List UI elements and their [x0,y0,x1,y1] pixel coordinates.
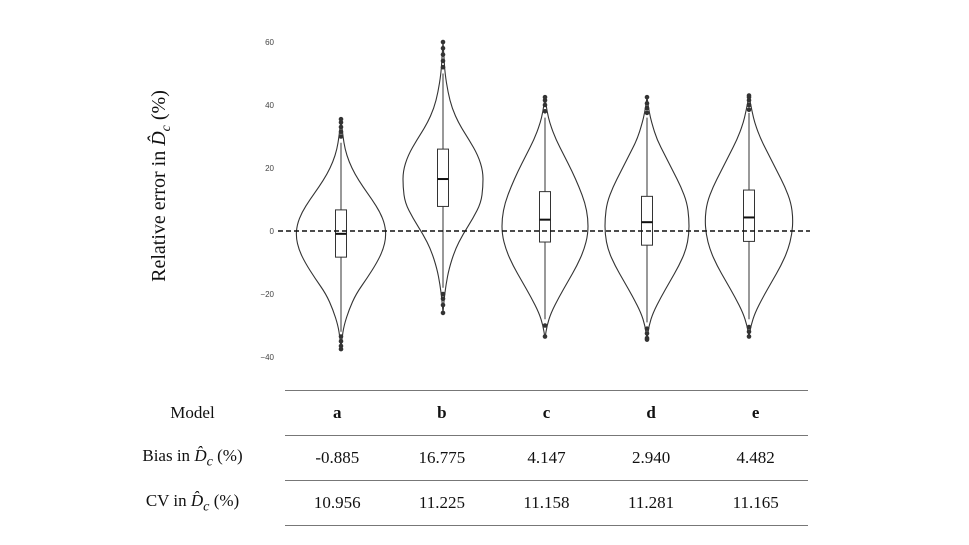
outlier-point [338,134,344,139]
y-tick-label: 60 [265,38,274,47]
outlier-point [644,110,650,116]
outlier-point [542,94,548,100]
bias-c: 4.147 [494,435,599,481]
outlier-point [746,102,752,108]
violin-a [295,116,387,352]
outlier-point [440,58,446,64]
bias-label: Bias in D̂c (%) [142,445,243,470]
outlier-point [338,334,344,339]
y-tick-label: 40 [265,101,274,110]
outlier-point [644,94,650,100]
outlier-point [440,296,446,302]
outlier-point [746,324,752,330]
bias-row: Bias in D̂c (%) -0.885 16.775 4.147 2.94… [100,435,808,481]
outlier-point [542,109,548,114]
outlier-point [338,338,344,344]
outlier-point [644,101,650,106]
violin-b [402,39,484,316]
violins [295,39,794,352]
table-header-row: Model a b c d e [100,390,808,436]
y-axis-ticks: 60 40 20 0 −20 −40 [260,38,274,362]
bias-d: 2.940 [598,435,704,481]
outlier-point [440,39,446,45]
outlier-point [644,337,650,342]
violin-c [501,94,589,339]
box-d [641,195,653,246]
y-tick-label: 0 [270,227,275,236]
violin-chart: Relative error in D̂c (%) 60 40 20 0 −20 −40 [147,38,810,362]
y-tick-label: −40 [260,353,274,362]
outlier-point [440,291,446,297]
model-e: e [703,390,808,436]
cv-e: 11.165 [703,480,808,526]
outlier-point [338,129,344,135]
outlier-point [338,120,344,125]
outlier-point [338,346,344,352]
outlier-point [440,302,446,308]
bias-b: 16.775 [389,435,495,481]
outlier-point [542,97,548,103]
bias-e: 4.482 [703,435,808,481]
outlier-point [644,105,650,111]
y-tick-label: 20 [265,164,274,173]
outlier-point [746,97,752,103]
cv-row: CV in D̂c (%) 10.956 11.225 11.158 11.28… [100,480,808,526]
outlier-point [746,107,752,113]
outlier-point [746,334,752,339]
outlier-point [746,329,752,335]
outlier-point [644,326,650,331]
outlier-point [338,343,344,349]
violin-d [604,94,690,342]
bias-a: -0.885 [285,435,390,481]
outlier-point [440,52,446,57]
box-e [743,189,755,242]
cv-a: 10.956 [285,480,390,526]
box-c [539,191,551,243]
cv-label: CV in D̂c (%) [145,490,240,515]
outlier-point [338,124,344,130]
outlier-point [746,93,752,98]
y-axis-label: Relative error in D̂c (%) [147,90,174,282]
cv-b: 11.225 [389,480,495,526]
outlier-point [440,46,446,51]
model-a: a [285,390,390,436]
cv-c: 11.158 [494,480,599,526]
model-label: Model [170,403,215,422]
model-b: b [389,390,495,436]
violin-e [704,93,794,339]
outlier-point [542,102,548,108]
outlier-point [440,64,446,70]
outlier-point [542,334,548,339]
model-d: d [598,390,704,436]
box-b [437,148,449,207]
outlier-point [440,310,446,316]
outlier-point [338,116,344,122]
outlier-point [542,323,548,328]
model-c: c [494,390,599,436]
cv-d: 11.281 [598,480,704,526]
outlier-point [644,331,650,336]
summary-table: Model a b c d e Bias in D̂c (%) -0.885 1… [100,390,808,526]
y-tick-label: −20 [260,290,274,299]
